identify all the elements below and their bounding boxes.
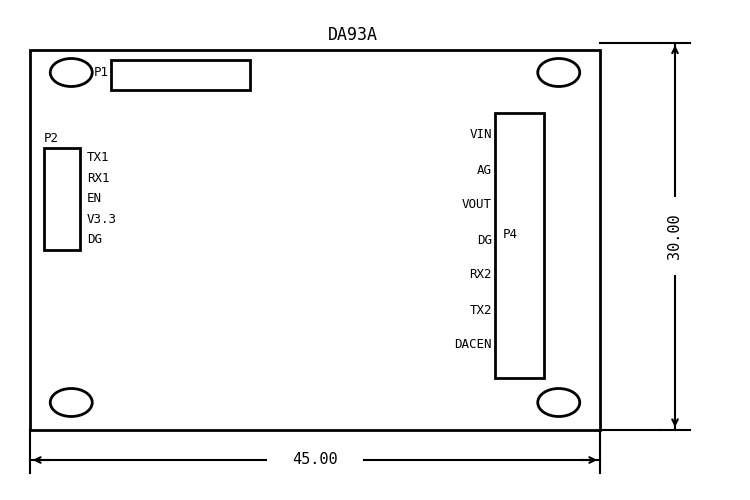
Text: VIN: VIN (470, 128, 492, 141)
Bar (30, 50, 600, 430)
Text: 30.00: 30.00 (668, 214, 682, 259)
Text: AG: AG (477, 164, 492, 176)
Circle shape (538, 58, 580, 86)
Text: DA93A: DA93A (328, 26, 377, 44)
Text: EN: EN (87, 192, 102, 205)
Circle shape (538, 388, 580, 416)
Bar (495, 112, 544, 378)
Text: DG: DG (477, 234, 492, 246)
Bar (44, 148, 80, 250)
Text: TX1: TX1 (87, 151, 109, 164)
Text: RX2: RX2 (470, 268, 492, 281)
Text: P1: P1 (94, 66, 109, 79)
Text: DG: DG (87, 233, 102, 246)
Text: V3.3: V3.3 (87, 213, 117, 226)
Text: 45.00: 45.00 (292, 452, 338, 468)
Text: VOUT: VOUT (462, 198, 492, 211)
Circle shape (50, 58, 92, 86)
Text: DACEN: DACEN (454, 338, 492, 351)
Text: P2: P2 (44, 132, 58, 145)
Circle shape (50, 388, 92, 416)
Text: P4: P4 (503, 228, 518, 241)
Text: TX2: TX2 (470, 304, 492, 316)
Text: RX1: RX1 (87, 172, 109, 184)
Bar (111, 60, 250, 90)
